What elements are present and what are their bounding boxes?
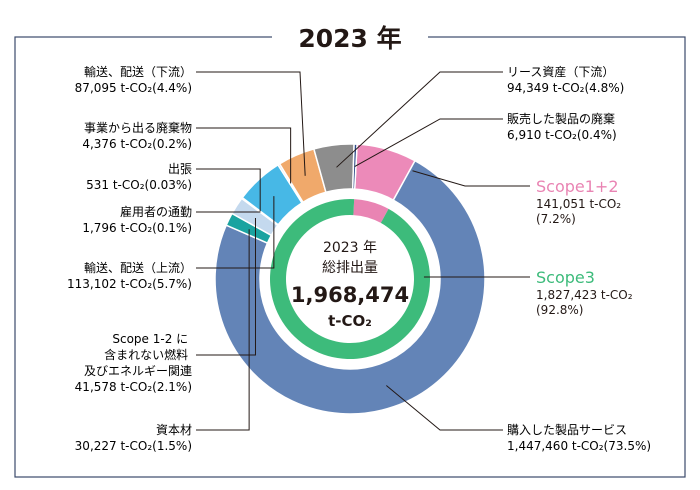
label-transport-up-value: 113,102 t-CO₂(5.7%)	[67, 277, 192, 291]
center-total: 1,968,474	[291, 283, 409, 307]
label-waste-value: 4,376 t-CO₂(0.2%)	[82, 137, 192, 151]
outer-ring	[214, 143, 486, 415]
label-capital-goods-name: 資本材	[156, 423, 192, 437]
leader-fuel-energy	[196, 217, 256, 356]
leader-business-travel	[196, 168, 261, 212]
center-unit: t-CO₂	[328, 312, 372, 330]
leader-end-of-life	[354, 118, 503, 168]
label-business-travel-name: 出張	[168, 162, 192, 176]
leader-waste	[196, 127, 292, 184]
scope3-value: 1,827,423 t-CO₂	[536, 288, 633, 302]
label-leased-assets-name: リース資産（下流）	[507, 64, 614, 79]
title-background	[272, 20, 428, 54]
label-fuel-energy-value: 41,578 t-CO₂(2.1%)	[75, 380, 192, 394]
label-transport-down-name: 輸送、配送（下流）	[84, 64, 192, 79]
label-transport-up-name: 輸送、配送（上流）	[84, 260, 192, 275]
center-year: 2023 年	[323, 240, 377, 256]
label-leased-assets-value: 94,349 t-CO₂(4.8%)	[507, 81, 624, 95]
label-fuel-energy-name: Scope 1-2 に 含まれない燃料 及びエネルギー関連	[84, 332, 192, 378]
label-purchased-goods-name: 購入した製品サービス	[507, 423, 627, 437]
scope3-name: Scope3	[536, 268, 595, 287]
label-capital-goods-value: 30,227 t-CO₂(1.5%)	[75, 439, 192, 453]
leader-purchased-goods	[386, 385, 503, 431]
leader-transport-down	[196, 71, 306, 176]
center-caption: 総排出量	[322, 260, 378, 276]
label-end-of-life-name: 販売した製品の廃棄	[507, 111, 615, 126]
leader-capital-goods	[196, 229, 250, 431]
label-transport-down-value: 87,095 t-CO₂(4.4%)	[75, 81, 192, 95]
scope12-name: Scope1+2	[536, 177, 619, 196]
label-business-travel-value: 531 t-CO₂(0.03%)	[86, 178, 192, 192]
scope12-value: 141,051 t-CO₂	[536, 197, 621, 211]
scope3-share: (92.8%)	[536, 303, 583, 317]
label-purchased-goods-value: 1,447,460 t-CO₂(73.5%)	[507, 439, 651, 453]
inner-ring	[269, 198, 430, 359]
leader-scope12	[412, 170, 530, 187]
label-end-of-life-value: 6,910 t-CO₂(0.4%)	[507, 128, 617, 142]
label-commuting-name: 雇用者の通勤	[120, 204, 192, 219]
label-waste-name: 事業から出る廃棄物	[84, 120, 192, 135]
scope12-share: (7.2%)	[536, 212, 576, 226]
leader-transport-up	[196, 196, 275, 269]
inner-slice-1	[269, 198, 430, 359]
leader-leased-assets	[336, 71, 503, 168]
inner-slice-0	[353, 199, 389, 223]
label-commuting-value: 1,796 t-CO₂(0.1%)	[82, 221, 192, 235]
leader-lines	[196, 71, 530, 431]
outer-slice-1	[214, 159, 486, 415]
chart-title: 2023 年	[298, 24, 401, 53]
